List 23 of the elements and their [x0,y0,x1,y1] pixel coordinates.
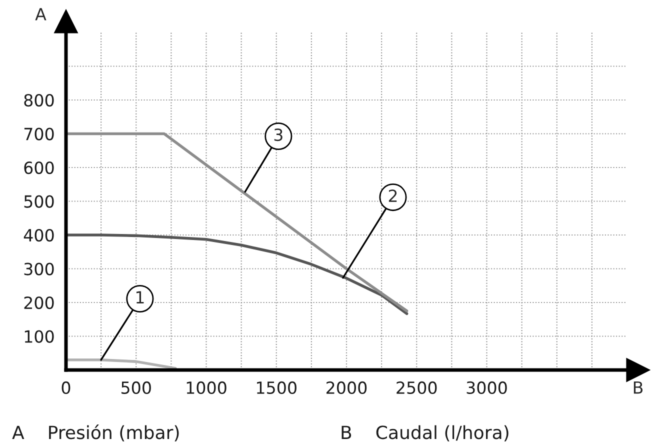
y-tick-label: 500 [24,195,54,208]
annotation: 3 [274,128,282,142]
text: A Presión (mbar) [12,424,179,442]
x-tick-label: 2000 [326,381,367,394]
x-tick-label: 1500 [256,381,296,394]
y-tick-label: 700 [24,128,54,140]
x-tick-label: 2500 [396,381,437,394]
y-tick-label: 300 [24,262,54,276]
line-series [66,234,408,316]
x-tick-label: 1000 [186,381,226,394]
annotation: 1 [136,291,144,304]
annotation: 2 [388,190,397,202]
y-tick-label: 100 [24,330,54,343]
y-tick-label: 200 [24,296,54,310]
x-axis-title: B [634,381,643,394]
x-tick-label: 0 [62,381,70,394]
text: B Caudal (l/hora) [342,425,508,442]
y-axis-title: A [35,8,46,20]
y-tick-label: 600 [24,161,54,174]
x-tick-label: 3000 [466,381,507,394]
y-tick-label: 800 [24,94,54,107]
x-tick-label: 500 [122,381,151,394]
y-tick-label: 400 [24,228,54,242]
